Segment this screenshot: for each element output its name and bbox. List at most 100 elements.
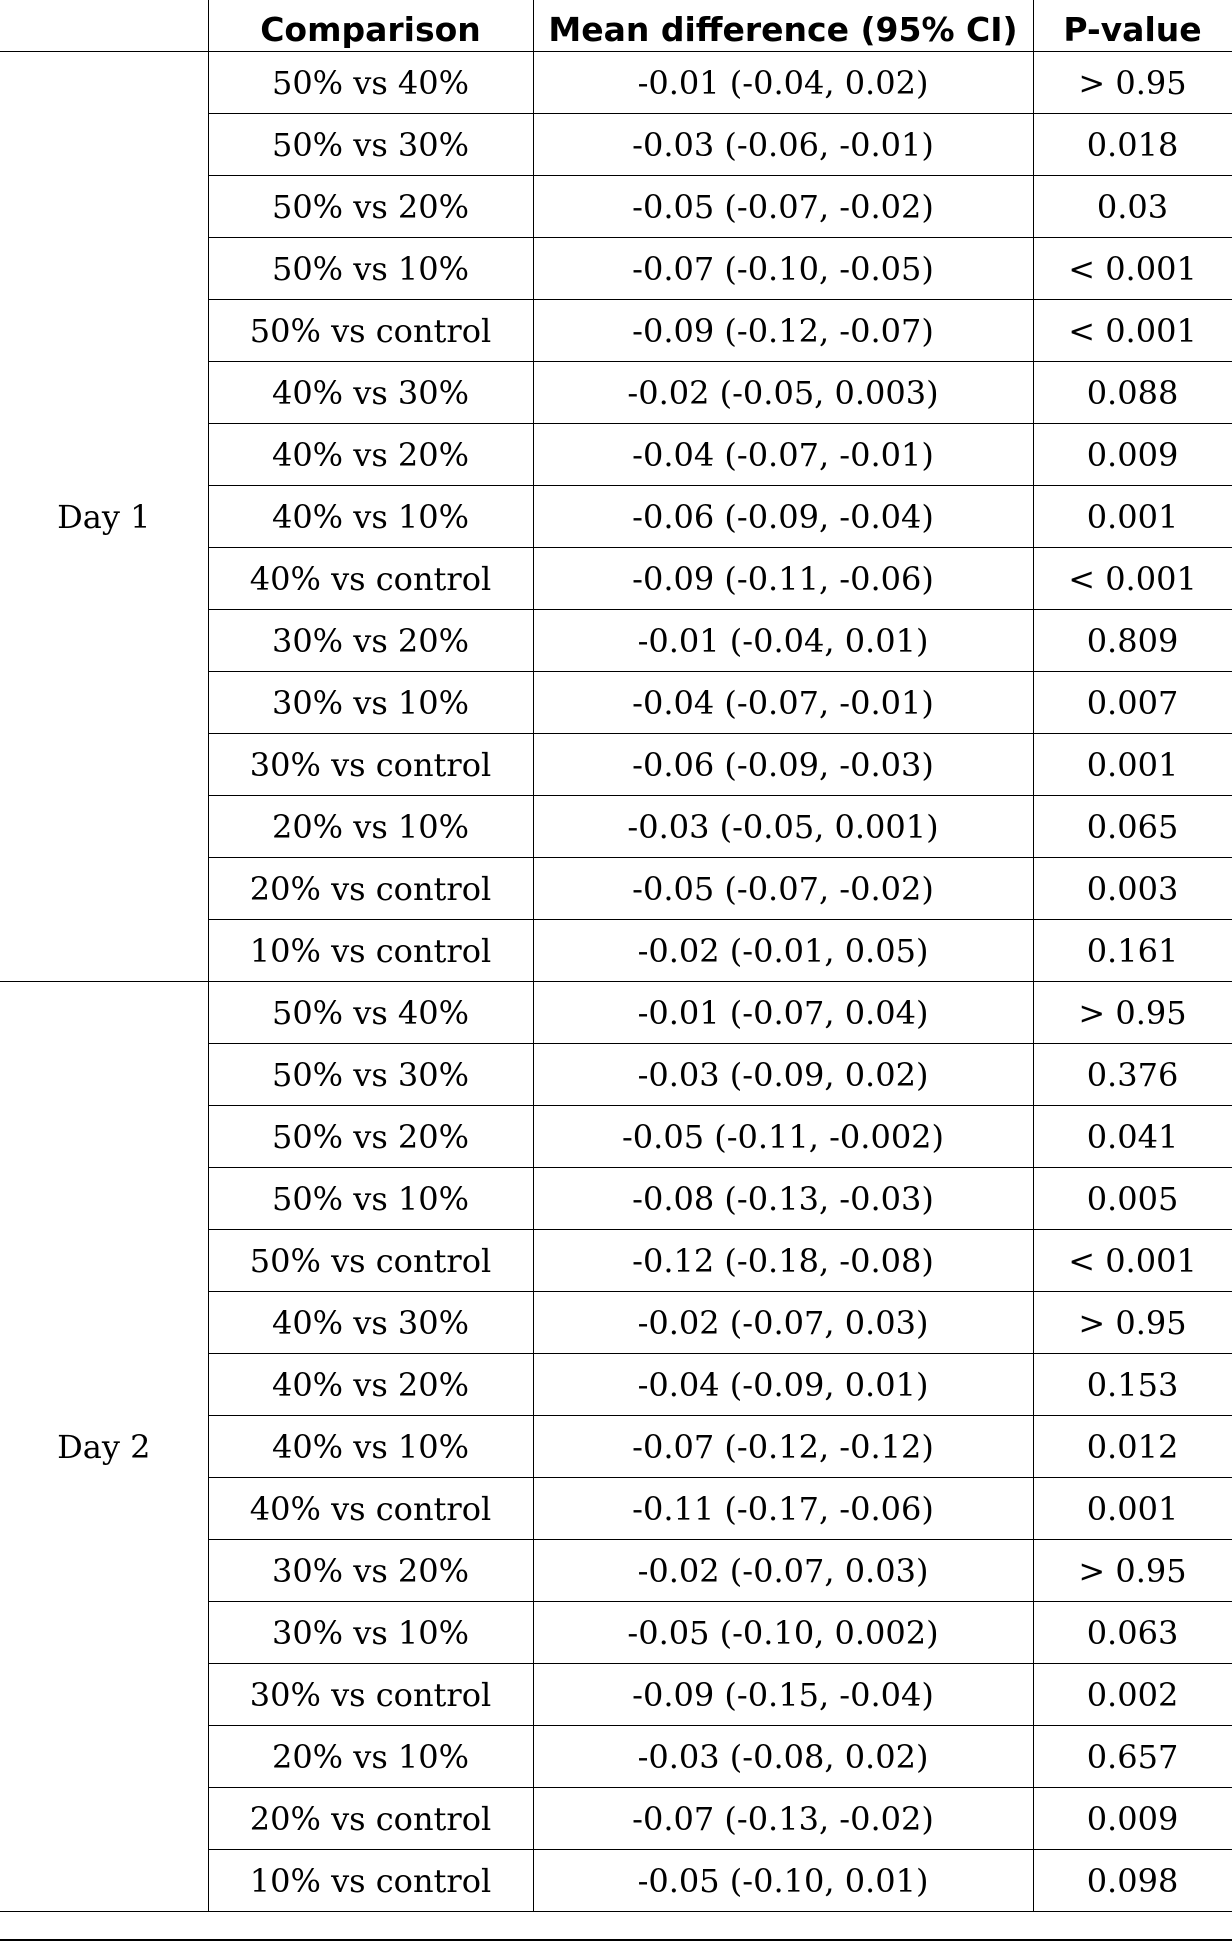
mean-difference-cell: -0.04 (-0.07, -0.01) <box>532 423 1034 486</box>
p-value-cell: > 0.95 <box>1032 51 1232 114</box>
comparison-cell: 10% vs control <box>207 919 534 982</box>
p-value-cell: 0.002 <box>1032 1663 1232 1726</box>
p-value-cell: < 0.001 <box>1032 237 1232 300</box>
comparison-cell: 50% vs 30% <box>207 113 534 176</box>
header-comparison: Comparison <box>207 0 534 52</box>
comparison-cell: 50% vs control <box>207 299 534 362</box>
mean-difference-cell: -0.04 (-0.07, -0.01) <box>532 671 1034 734</box>
mean-difference-cell: -0.03 (-0.09, 0.02) <box>532 1043 1034 1106</box>
mean-difference-cell: -0.01 (-0.04, 0.02) <box>532 51 1034 114</box>
p-value-cell: 0.041 <box>1032 1105 1232 1168</box>
comparison-cell: 30% vs 20% <box>207 1539 534 1602</box>
comparison-cell: 20% vs 10% <box>207 1725 534 1788</box>
table-row: 20% vs 10% -0.03 (-0.08, 0.02) 0.657 <box>0 1725 1232 1788</box>
table-bottom-rule <box>0 1939 1232 1941</box>
table-row: 40% vs 30% -0.02 (-0.07, 0.03) > 0.95 <box>0 1291 1232 1354</box>
p-value-cell: 0.003 <box>1032 857 1232 920</box>
p-value-cell: 0.153 <box>1032 1353 1232 1416</box>
mean-difference-cell: -0.05 (-0.07, -0.02) <box>532 175 1034 238</box>
p-value-cell: 0.001 <box>1032 1477 1232 1540</box>
comparison-cell: 50% vs 30% <box>207 1043 534 1106</box>
mean-difference-cell: -0.02 (-0.01, 0.05) <box>532 919 1034 982</box>
comparison-cell: 50% vs 10% <box>207 1167 534 1230</box>
group-label: Day 2 <box>0 981 209 1912</box>
comparison-cell: 40% vs 20% <box>207 1353 534 1416</box>
mean-difference-cell: -0.02 (-0.05, 0.003) <box>532 361 1034 424</box>
mean-difference-cell: -0.05 (-0.10, 0.002) <box>532 1601 1034 1664</box>
p-value-cell: 0.012 <box>1032 1415 1232 1478</box>
comparison-cell: 50% vs 20% <box>207 1105 534 1168</box>
group-label: Day 1 <box>0 51 209 982</box>
p-value-cell: 0.018 <box>1032 113 1232 176</box>
p-value-cell: 0.009 <box>1032 1787 1232 1850</box>
mean-difference-cell: -0.05 (-0.11, -0.002) <box>532 1105 1034 1168</box>
comparison-cell: 40% vs control <box>207 1477 534 1540</box>
p-value-cell: < 0.001 <box>1032 547 1232 610</box>
p-value-cell: > 0.95 <box>1032 1291 1232 1354</box>
mean-difference-cell: -0.04 (-0.09, 0.01) <box>532 1353 1034 1416</box>
p-value-cell: > 0.95 <box>1032 981 1232 1044</box>
comparison-cell: 30% vs control <box>207 1663 534 1726</box>
comparison-cell: 40% vs control <box>207 547 534 610</box>
table-row: 50% vs 20% -0.05 (-0.11, -0.002) 0.041 <box>0 1105 1232 1168</box>
mean-difference-cell: -0.07 (-0.12, -0.12) <box>532 1415 1034 1478</box>
p-value-cell: 0.065 <box>1032 795 1232 858</box>
comparison-cell: 20% vs control <box>207 1787 534 1850</box>
header-mean-difference: Mean difference (95% CI) <box>532 0 1034 52</box>
p-value-cell: 0.063 <box>1032 1601 1232 1664</box>
p-value-cell: 0.809 <box>1032 609 1232 672</box>
table-row: 30% vs 20% -0.02 (-0.07, 0.03) > 0.95 <box>0 1539 1232 1602</box>
mean-difference-cell: -0.09 (-0.15, -0.04) <box>532 1663 1034 1726</box>
p-value-cell: 0.03 <box>1032 175 1232 238</box>
comparison-cell: 40% vs 10% <box>207 1415 534 1478</box>
comparison-cell: 40% vs 30% <box>207 361 534 424</box>
comparison-cell: 20% vs control <box>207 857 534 920</box>
results-table: Comparison Mean difference (95% CI) P-va… <box>0 0 1232 1912</box>
comparison-cell: 40% vs 10% <box>207 485 534 548</box>
mean-difference-cell: -0.02 (-0.07, 0.03) <box>532 1291 1034 1354</box>
table-body: Day 1 50% vs 40% -0.01 (-0.04, 0.02) > 0.95… <box>0 51 1232 1912</box>
mean-difference-cell: -0.05 (-0.07, -0.02) <box>532 857 1034 920</box>
table-row: 40% vs 10% -0.06 (-0.09, -0.04) 0.001 <box>0 485 1232 548</box>
mean-difference-cell: -0.08 (-0.13, -0.03) <box>532 1167 1034 1230</box>
table-row: 40% vs 30% -0.02 (-0.05, 0.003) 0.088 <box>0 361 1232 424</box>
comparison-cell: 30% vs control <box>207 733 534 796</box>
table-row: 20% vs control -0.05 (-0.07, -0.02) 0.003 <box>0 857 1232 920</box>
mean-difference-cell: -0.11 (-0.17, -0.06) <box>532 1477 1034 1540</box>
comparison-cell: 50% vs control <box>207 1229 534 1292</box>
comparison-cell: 30% vs 10% <box>207 1601 534 1664</box>
table-row: 40% vs 20% -0.04 (-0.07, -0.01) 0.009 <box>0 423 1232 486</box>
mean-difference-cell: -0.06 (-0.09, -0.03) <box>532 733 1034 796</box>
mean-difference-cell: -0.06 (-0.09, -0.04) <box>532 485 1034 548</box>
table-row: Day 1 50% vs 40% -0.01 (-0.04, 0.02) > 0.95 <box>0 51 1232 982</box>
mean-difference-cell: -0.07 (-0.10, -0.05) <box>532 237 1034 300</box>
p-value-cell: 0.007 <box>1032 671 1232 734</box>
header-group <box>0 0 209 52</box>
table-row: 30% vs 20% -0.01 (-0.04, 0.01) 0.809 <box>0 609 1232 672</box>
p-value-cell: 0.376 <box>1032 1043 1232 1106</box>
table-row: 10% vs control -0.02 (-0.01, 0.05) 0.161 <box>0 919 1232 982</box>
p-value-cell: 0.161 <box>1032 919 1232 982</box>
mean-difference-cell: -0.01 (-0.04, 0.01) <box>532 609 1034 672</box>
table-row: Day 2 50% vs 40% -0.01 (-0.07, 0.04) > 0.95 <box>0 981 1232 1912</box>
mean-difference-cell: -0.09 (-0.11, -0.06) <box>532 547 1034 610</box>
table-row: 20% vs 10% -0.03 (-0.05, 0.001) 0.065 <box>0 795 1232 858</box>
p-value-cell: 0.657 <box>1032 1725 1232 1788</box>
table-row: 30% vs control -0.09 (-0.15, -0.04) 0.002 <box>0 1663 1232 1726</box>
table-row: 40% vs 10% -0.07 (-0.12, -0.12) 0.012 <box>0 1415 1232 1478</box>
comparison-cell: 40% vs 30% <box>207 1291 534 1354</box>
table-row: 50% vs control -0.09 (-0.12, -0.07) < 0.00… <box>0 299 1232 362</box>
p-value-cell: < 0.001 <box>1032 1229 1232 1292</box>
table-header: Comparison Mean difference (95% CI) P-va… <box>0 0 1232 52</box>
comparison-cell: 30% vs 10% <box>207 671 534 734</box>
table-row: 40% vs control -0.09 (-0.11, -0.06) < 0.00… <box>0 547 1232 610</box>
table-row: 20% vs control -0.07 (-0.13, -0.02) 0.009 <box>0 1787 1232 1850</box>
mean-difference-cell: -0.09 (-0.12, -0.07) <box>532 299 1034 362</box>
comparison-cell: 10% vs control <box>207 1849 534 1912</box>
comparison-cell: 50% vs 10% <box>207 237 534 300</box>
table-row: 30% vs control -0.06 (-0.09, -0.03) 0.001 <box>0 733 1232 796</box>
p-value-cell: 0.001 <box>1032 485 1232 548</box>
table-row: 50% vs 30% -0.03 (-0.09, 0.02) 0.376 <box>0 1043 1232 1106</box>
table-row: 40% vs 20% -0.04 (-0.09, 0.01) 0.153 <box>0 1353 1232 1416</box>
